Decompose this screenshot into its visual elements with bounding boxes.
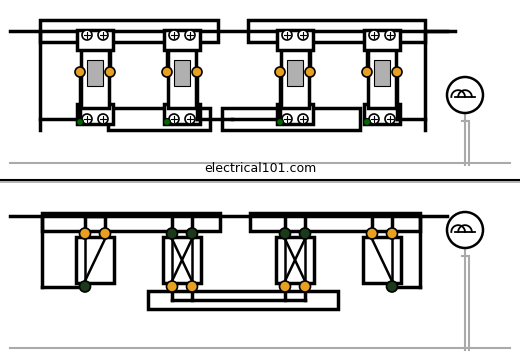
Bar bbox=[108, 108, 210, 130]
Circle shape bbox=[447, 77, 483, 113]
Circle shape bbox=[185, 114, 195, 124]
Text: electrical101.com: electrical101.com bbox=[204, 162, 316, 175]
Circle shape bbox=[300, 228, 310, 239]
Bar bbox=[281, 46, 309, 108]
Circle shape bbox=[163, 118, 171, 126]
Circle shape bbox=[82, 30, 92, 40]
Circle shape bbox=[386, 281, 397, 292]
Bar bbox=[276, 237, 314, 283]
Circle shape bbox=[282, 114, 292, 124]
Bar bbox=[277, 30, 313, 50]
Bar bbox=[87, 60, 103, 86]
Circle shape bbox=[298, 114, 308, 124]
Bar bbox=[42, 212, 220, 230]
Circle shape bbox=[300, 281, 310, 292]
Circle shape bbox=[99, 228, 111, 239]
Bar bbox=[40, 20, 218, 42]
Bar bbox=[164, 30, 200, 50]
Circle shape bbox=[80, 228, 90, 239]
Bar bbox=[288, 60, 303, 86]
Circle shape bbox=[169, 114, 179, 124]
Circle shape bbox=[363, 118, 370, 126]
Circle shape bbox=[369, 114, 379, 124]
Circle shape bbox=[385, 114, 395, 124]
Circle shape bbox=[386, 228, 397, 239]
Bar bbox=[222, 108, 360, 130]
Circle shape bbox=[169, 30, 179, 40]
Circle shape bbox=[162, 67, 172, 77]
Circle shape bbox=[280, 228, 291, 239]
Bar bbox=[374, 60, 389, 86]
Circle shape bbox=[282, 30, 292, 40]
Circle shape bbox=[187, 228, 198, 239]
Circle shape bbox=[369, 30, 379, 40]
Bar bbox=[77, 104, 113, 124]
Bar bbox=[174, 60, 190, 86]
Circle shape bbox=[277, 118, 283, 126]
Circle shape bbox=[80, 281, 90, 292]
Circle shape bbox=[105, 67, 115, 77]
Circle shape bbox=[187, 281, 198, 292]
Circle shape bbox=[298, 30, 308, 40]
Bar bbox=[363, 237, 401, 283]
Circle shape bbox=[275, 67, 285, 77]
Bar bbox=[250, 212, 420, 230]
Circle shape bbox=[392, 67, 402, 77]
Circle shape bbox=[367, 228, 378, 239]
Circle shape bbox=[75, 67, 85, 77]
Circle shape bbox=[305, 67, 315, 77]
Circle shape bbox=[385, 30, 395, 40]
Circle shape bbox=[98, 114, 108, 124]
Bar bbox=[368, 46, 396, 108]
Circle shape bbox=[185, 30, 195, 40]
Circle shape bbox=[280, 281, 291, 292]
Circle shape bbox=[447, 212, 483, 248]
Bar bbox=[168, 46, 196, 108]
Circle shape bbox=[98, 30, 108, 40]
Bar bbox=[364, 30, 400, 50]
Bar bbox=[277, 104, 313, 124]
Bar bbox=[364, 104, 400, 124]
Circle shape bbox=[192, 67, 202, 77]
Bar bbox=[76, 237, 114, 283]
Bar bbox=[148, 291, 338, 309]
Circle shape bbox=[76, 118, 84, 126]
Circle shape bbox=[82, 114, 92, 124]
Bar bbox=[164, 104, 200, 124]
Bar bbox=[77, 30, 113, 50]
Bar bbox=[81, 46, 109, 108]
Circle shape bbox=[362, 67, 372, 77]
Circle shape bbox=[166, 228, 177, 239]
Bar bbox=[163, 237, 201, 283]
Bar bbox=[248, 20, 425, 42]
Circle shape bbox=[166, 281, 177, 292]
